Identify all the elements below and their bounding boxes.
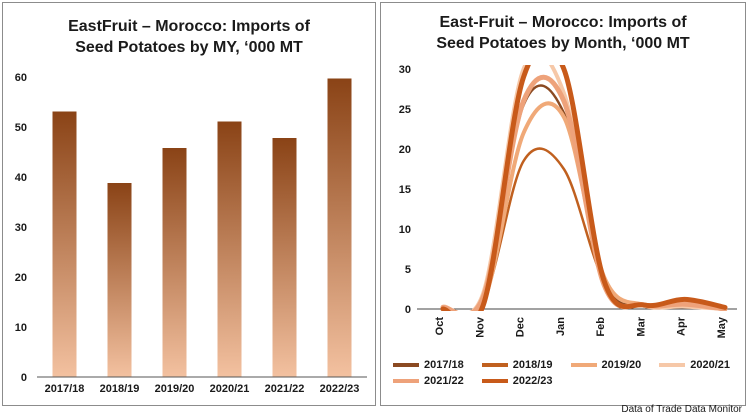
bar-y-tick-label: 30 [15, 222, 27, 234]
line-x-tick-label: Jan [555, 317, 567, 336]
bar-x-tick-label: 2018/19 [100, 383, 140, 395]
legend-label: 2019/20 [601, 359, 642, 371]
bar-y-tick-label: 50 [15, 122, 27, 134]
series-line-2022/23 [440, 65, 728, 311]
bar-2022/23 [327, 78, 352, 377]
line-x-tick-label: Apr [676, 316, 688, 336]
legend-label: 2017/18 [424, 359, 464, 371]
bar-2017/18 [52, 111, 77, 377]
bar-x-tick-label: 2019/20 [155, 383, 195, 395]
bar-y-tick-label: 60 [15, 72, 27, 84]
line-x-tick-label: Dec [515, 317, 527, 337]
legend-label: 2022/23 [512, 375, 553, 387]
bar-chart-svg: 0 10 20 30 40 50 60 2017/18 2018/19 2019/20 2020/… [15, 72, 367, 395]
bar-2021/22 [272, 138, 297, 377]
legend-swatch [481, 379, 508, 383]
line-y-tick-label: 25 [399, 104, 411, 116]
legend-item-2022/23: 2022/23 [481, 375, 561, 387]
legend-item-2020/21: 2020/21 [659, 359, 738, 371]
line-x-tick-label: Nov [474, 316, 486, 338]
bar-y-tick-label: 10 [15, 322, 27, 334]
bar-x-tick-label: 2022/23 [320, 383, 360, 395]
legend-swatch [481, 363, 508, 367]
legend-item-2021/22: 2021/22 [393, 375, 472, 387]
bar-2018/19 [107, 183, 132, 377]
legend-item-2017/18: 2017/18 [393, 359, 472, 371]
bar-2019/20 [162, 148, 187, 377]
legend-item-2018/19: 2018/19 [481, 359, 561, 371]
line-chart-panel: East-Fruit – Morocco: Imports of Seed Po… [380, 2, 746, 406]
bar-x-tick-label: 2021/22 [265, 383, 305, 395]
bar-2020/21 [217, 121, 242, 377]
line-chart-svg: 0 5 10 15 20 25 30 Oct Nov Dec Jan Feb Mar Apr May [399, 64, 737, 338]
line-chart-title: East-Fruit – Morocco: Imports of Seed Po… [436, 14, 690, 52]
source-note: Data of Trade Data Monitor [621, 404, 742, 415]
line-y-tick-label: 5 [405, 264, 411, 276]
legend-swatch [570, 363, 597, 367]
line-x-tick-label: Oct [434, 317, 446, 336]
line-y-tick-label: 30 [399, 64, 411, 76]
bar-y-tick-label: 20 [15, 272, 27, 284]
bar-y-tick-label: 40 [15, 172, 27, 184]
bar-x-tick-label: 2017/18 [45, 383, 85, 395]
line-x-tick-label: Mar [635, 316, 647, 336]
line-x-tick-label: Feb [595, 317, 607, 337]
legend-item-2019/20: 2019/20 [570, 359, 650, 371]
legend-label: 2018/19 [512, 359, 553, 371]
bar-chart-panel: EastFruit – Morocco: Imports of Seed Pot… [2, 2, 376, 406]
line-x-tick-label: May [716, 316, 728, 338]
line-y-tick-label: 20 [399, 144, 411, 156]
bar-chart-title: EastFruit – Morocco: Imports of Seed Pot… [68, 18, 310, 56]
bar-x-tick-label: 2020/21 [210, 383, 250, 395]
bar-y-tick-label: 0 [21, 372, 27, 384]
legend-swatch [393, 363, 419, 367]
legend-swatch [659, 363, 686, 367]
line-y-tick-label: 15 [399, 184, 411, 196]
line-y-tick-label: 10 [399, 224, 411, 236]
line-chart-legend: 2017/18 2018/19 2019/20 2020/21 2021/22 2022/… [393, 359, 738, 387]
line-y-tick-label: 0 [405, 304, 411, 316]
legend-label: 2020/21 [690, 359, 731, 371]
legend-label: 2021/22 [424, 375, 464, 387]
legend-swatch [393, 379, 419, 383]
